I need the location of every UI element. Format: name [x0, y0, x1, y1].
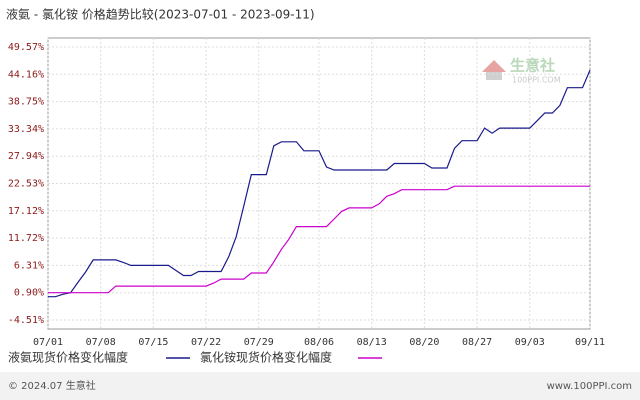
x-tick-label: 09/03	[515, 337, 545, 348]
footer-right: www.100PPI.com	[547, 381, 632, 392]
chart-title: 液氨 - 氯化铵 价格趋势比较(2023-07-01 - 2023-09-11)	[6, 7, 315, 22]
x-tick-label: 08/06	[304, 337, 334, 348]
series-line	[48, 69, 591, 298]
series-line	[48, 185, 590, 294]
x-tick-label: 09/11	[575, 337, 605, 348]
x-tick-label: 08/20	[409, 337, 439, 348]
x-tick-label: 07/22	[191, 337, 221, 348]
y-tick-label: 6.31%	[14, 260, 44, 271]
x-tick-label: 07/08	[86, 337, 116, 348]
y-tick-label: 38.75%	[8, 97, 44, 108]
x-tick-label: 07/15	[138, 337, 168, 348]
y-tick-label: 33.34%	[8, 124, 44, 135]
y-tick-label: 44.16%	[8, 69, 44, 80]
watermark-name: 生意社	[510, 57, 555, 75]
y-tick-label: 22.53%	[8, 179, 44, 190]
y-tick-label: 17.12%	[8, 206, 44, 217]
x-tick-label: 07/01	[33, 337, 63, 348]
x-tick-label: 07/29	[244, 337, 274, 348]
footer-left: © 2024.07 生意社	[8, 379, 96, 392]
footer-bar	[0, 372, 640, 400]
y-tick-label: -4.51%	[8, 315, 44, 326]
legend-label: 液氨现货价格变化幅度	[8, 350, 128, 365]
logo-icon	[482, 60, 506, 72]
y-tick-label: 27.94%	[8, 151, 44, 162]
y-tick-label: 11.72%	[8, 233, 44, 244]
x-tick-label: 08/27	[462, 337, 492, 348]
watermark-site: 100PPI.COM	[512, 76, 561, 85]
y-tick-label: 0.90%	[14, 288, 44, 299]
legend-label: 氯化铵现货价格变化幅度	[200, 350, 332, 365]
watermark: 生意社 100PPI.COM	[482, 57, 561, 85]
x-tick-label: 08/13	[357, 337, 387, 348]
y-tick-label: 49.57%	[8, 42, 44, 53]
logo-icon	[486, 72, 502, 80]
